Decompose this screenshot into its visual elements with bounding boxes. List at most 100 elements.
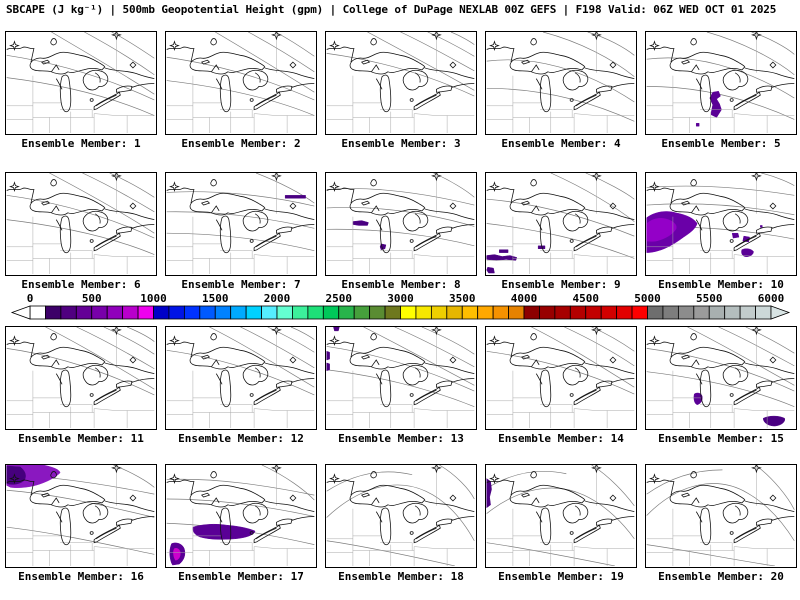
height-contour <box>76 327 155 370</box>
panel-label: Ensemble Member: 10 <box>658 278 784 291</box>
sbcape-fill <box>379 243 387 251</box>
ensemble-panel-4 <box>485 31 637 135</box>
height-contour <box>215 32 315 93</box>
ensemble-panel-15 <box>645 326 797 430</box>
sbcape-fill <box>537 245 546 249</box>
panel-map-svg <box>6 327 155 428</box>
height-contour <box>45 327 155 390</box>
height-contour <box>400 32 475 72</box>
height-contour <box>486 198 635 237</box>
colorbar-tick: 3000 <box>387 292 414 305</box>
height-contour <box>166 211 315 229</box>
height-contour <box>326 346 475 392</box>
colorbar-cell <box>461 305 479 320</box>
height-contour <box>248 32 315 73</box>
height-contour <box>761 173 795 186</box>
basemap <box>6 327 155 428</box>
colorbar-cell <box>245 305 262 320</box>
panel-label: Ensemble Member: 15 <box>658 432 784 445</box>
height-contour <box>6 219 155 255</box>
colorbar-cell <box>322 305 340 320</box>
panel-map-svg <box>486 32 635 133</box>
sbcape-fill <box>742 235 750 243</box>
height-contour <box>261 465 315 501</box>
height-contour <box>6 526 155 555</box>
height-contour <box>326 484 475 541</box>
colorbar-cell <box>430 305 448 320</box>
height-contour <box>326 228 475 247</box>
basemap <box>326 32 475 133</box>
colorbar-cell <box>631 305 648 320</box>
colorbar <box>10 305 791 320</box>
colorbar-tick: 5500 <box>696 292 723 305</box>
height-contour <box>6 77 155 116</box>
colorbar-cell <box>477 305 494 320</box>
height-contour <box>591 327 635 352</box>
colorbar-cell <box>45 305 62 320</box>
height-contour <box>531 327 635 388</box>
height-contour <box>326 188 475 206</box>
height-contour <box>587 32 635 56</box>
colorbar-cell <box>75 305 93 320</box>
height-contour <box>646 86 795 120</box>
panel-label: Ensemble Member: 3 <box>341 137 461 150</box>
colorbar-cell <box>647 305 664 320</box>
panel-map-svg <box>646 465 795 566</box>
colorbar-cell <box>739 305 756 320</box>
colorbar-tick: 2000 <box>263 292 291 305</box>
panel-map-svg <box>166 173 315 274</box>
panel-map-svg <box>6 32 155 133</box>
panel-map-svg <box>326 327 475 428</box>
colorbar-cell <box>569 305 587 320</box>
height-contour <box>82 173 155 213</box>
colorbar-cell <box>307 305 324 320</box>
colorbar-cell <box>199 305 216 320</box>
colorbar-cell <box>214 305 232 320</box>
panel-label: Ensemble Member: 14 <box>498 432 624 445</box>
basemap <box>326 173 475 274</box>
colorbar-tick: 6000 <box>757 292 785 305</box>
panel-label: Ensemble Member: 20 <box>658 570 784 583</box>
panel-label: Ensemble Member: 12 <box>178 432 304 445</box>
height-contour <box>240 327 315 369</box>
height-contour <box>542 32 635 77</box>
height-contour <box>486 59 635 103</box>
panel-map-svg <box>326 173 475 274</box>
sbcape-fill <box>762 415 786 427</box>
height-contour <box>51 32 155 95</box>
ensemble-panel-11 <box>5 326 157 430</box>
panel-label: Ensemble Member: 7 <box>181 278 301 291</box>
colorbar-cell <box>230 305 247 320</box>
height-contour <box>433 173 475 198</box>
colorbar-tick: 0 <box>26 292 34 305</box>
ensemble-panel-2 <box>165 31 317 135</box>
panel-map-svg <box>646 32 795 133</box>
height-contour <box>486 87 635 122</box>
basemap <box>166 465 315 566</box>
height-contour <box>6 489 155 518</box>
colorbar-tick: 4000 <box>510 292 538 305</box>
height-contour <box>486 471 567 489</box>
height-contour <box>166 498 315 517</box>
sbcape-fill <box>486 478 492 509</box>
colorbar-tick: 5000 <box>634 292 661 305</box>
height-contour <box>6 194 155 239</box>
basemap <box>326 465 475 566</box>
ensemble-panel-20 <box>645 464 797 568</box>
panel-label: Ensemble Member: 4 <box>501 137 621 150</box>
colorbar-left-arrow <box>10 305 31 320</box>
sbcape-fill <box>760 225 763 228</box>
colorbar-tick: 3500 <box>449 292 476 305</box>
colorbar-cell <box>60 305 77 320</box>
colorbar-cell <box>539 305 556 320</box>
height-contour <box>255 173 315 204</box>
height-contour <box>687 327 795 386</box>
basemap <box>6 32 155 133</box>
height-contour <box>646 371 795 407</box>
ensemble-panel-13 <box>325 326 477 430</box>
sbcape-fill <box>173 548 181 561</box>
sbcape-fill <box>192 523 256 540</box>
ensemble-panel-6 <box>5 172 157 276</box>
sbcape-fill <box>693 392 703 405</box>
